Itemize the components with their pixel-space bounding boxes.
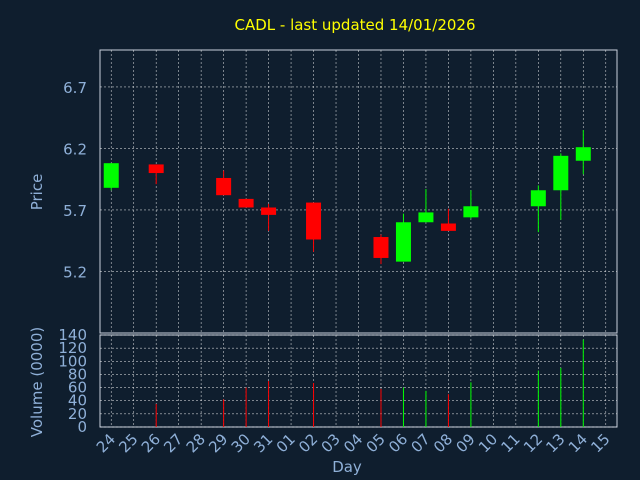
volume-tick-label: 100	[58, 352, 87, 370]
volume-tick-label: 0	[77, 418, 87, 436]
candle-body	[575, 147, 591, 161]
price-tick-label: 6.7	[63, 79, 87, 97]
chart-title: CADL - last updated 14/01/2026	[234, 16, 475, 34]
x-axis: 2425262728293031010203040506070809101112…	[93, 430, 614, 456]
candle-body	[463, 206, 479, 218]
x-axis-label: Day	[332, 458, 362, 476]
candle-body	[440, 223, 456, 231]
volume-tick-label: 120	[58, 339, 87, 357]
volume-tick-label: 40	[68, 392, 87, 410]
volume-tick-label: 140	[58, 326, 87, 344]
price-panel: 5.2 5.7 6.2 6.7	[63, 49, 618, 334]
volume-axis-label: Volume (0000)	[28, 327, 46, 437]
price-tick-label: 6.2	[63, 140, 87, 158]
price-tick-label: 5.2	[63, 263, 87, 281]
candle-body	[530, 190, 546, 207]
candle-body	[261, 207, 277, 215]
candle-body	[216, 177, 232, 196]
x-tick-label: 15	[587, 430, 613, 456]
candle-body	[418, 212, 434, 223]
candle-body	[553, 155, 569, 191]
candle-body	[103, 163, 119, 188]
candle-body	[148, 164, 164, 174]
candle-body	[373, 237, 389, 258]
candle-body	[395, 222, 411, 262]
price-tick-label: 5.7	[63, 202, 87, 220]
volume-tick-label: 80	[68, 365, 87, 383]
volume-tick-label: 60	[68, 379, 87, 397]
price-axis-label: Price	[28, 174, 46, 211]
candle-body	[238, 198, 254, 208]
candle-body	[306, 202, 322, 240]
volume-tick-label: 20	[68, 405, 87, 423]
